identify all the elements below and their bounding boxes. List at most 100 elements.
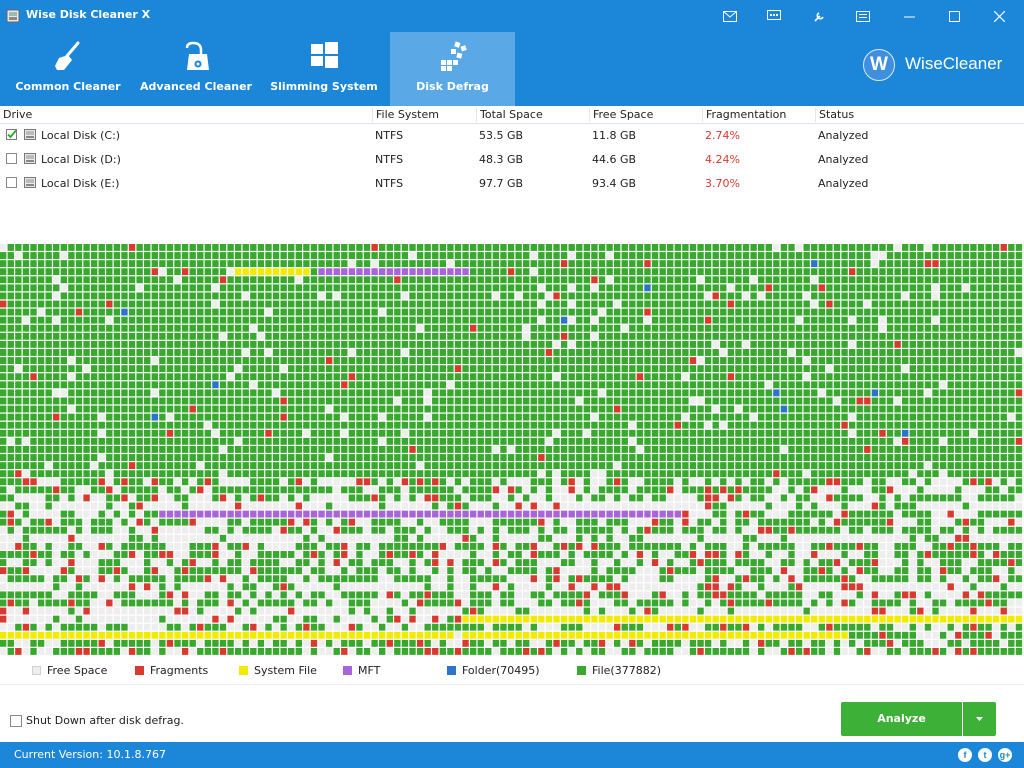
file-system-value: NTFS — [375, 129, 404, 142]
legend-swatch — [343, 666, 352, 675]
checkmark-icon — [7, 129, 17, 139]
status-bar: Current Version: 10.1.8.767 f t g+ — [0, 742, 1024, 768]
maximize-button[interactable] — [934, 0, 974, 32]
legend-label: Free Space — [47, 664, 108, 677]
drive-name: Local Disk (E:) — [41, 177, 120, 190]
title-bar: Wise Disk Cleaner X — [0, 0, 1024, 32]
legend-swatch — [32, 666, 41, 675]
fragmentation-value: 3.70% — [705, 177, 740, 190]
table-row[interactable]: Local Disk (D:) NTFS 48.3 GB 44.6 GB 4.2… — [0, 149, 1024, 171]
tab-disk-defrag[interactable]: Disk Defrag — [390, 32, 515, 106]
mail-button[interactable] — [710, 0, 750, 32]
drive-name: Local Disk (C:) — [41, 129, 121, 142]
menu-icon — [856, 10, 870, 22]
column-header-drive[interactable]: Drive — [3, 108, 33, 121]
legend-system-file: System File — [239, 664, 317, 678]
column-header-total-space[interactable]: Total Space — [476, 108, 589, 122]
header: Wise Disk Cleaner X Common Cleaner — [0, 0, 1024, 106]
legend-label: Folder(70495) — [462, 664, 540, 677]
app-icon — [6, 9, 20, 23]
version-label: Current Version: 10.1.8.767 — [14, 748, 166, 761]
fragmentation-value: 2.74% — [705, 129, 740, 142]
disk-cluster-map — [0, 244, 1024, 656]
drive-name: Local Disk (D:) — [41, 153, 121, 166]
legend-label: System File — [254, 664, 317, 677]
legend-swatch — [135, 666, 144, 675]
fragmentation-value: 4.24% — [705, 153, 740, 166]
legend-file: File(377882) — [577, 664, 661, 678]
app-title: Wise Disk Cleaner X — [26, 8, 151, 21]
legend-folder: Folder(70495) — [447, 664, 540, 678]
tab-label: Slimming System — [270, 80, 378, 93]
column-header-free-space[interactable]: Free Space — [589, 108, 702, 122]
tab-label: Common Cleaner — [15, 80, 121, 93]
shutdown-label[interactable]: Shut Down after disk defrag. — [26, 714, 184, 727]
defrag-icon — [440, 41, 467, 71]
legend-label: File(377882) — [592, 664, 661, 677]
google-plus-icon[interactable]: g+ — [998, 748, 1012, 762]
tab-common-cleaner[interactable]: Common Cleaner — [4, 32, 132, 106]
bottom-panel: Shut Down after disk defrag. Analyze — [0, 684, 1024, 743]
vacuum-icon — [185, 41, 209, 70]
disk-icon — [24, 153, 36, 164]
legend-label: MFT — [358, 664, 381, 677]
file-system-value: NTFS — [375, 153, 404, 166]
facebook-icon[interactable]: f — [958, 748, 972, 762]
shutdown-checkbox[interactable] — [10, 715, 22, 727]
windows-icon — [311, 42, 338, 68]
status-value: Analyzed — [818, 129, 869, 142]
wisecleaner-logo-icon: W — [863, 49, 895, 81]
disk-icon — [24, 177, 36, 188]
analyze-button[interactable]: Analyze — [841, 702, 962, 736]
tab-label: Advanced Cleaner — [140, 80, 252, 93]
disk-icon — [24, 129, 36, 140]
table-row[interactable]: Local Disk (C:) NTFS 53.5 GB 11.8 GB 2.7… — [0, 125, 1024, 147]
column-header-file-system[interactable]: File System — [372, 108, 476, 122]
free-space-value: 11.8 GB — [592, 129, 637, 142]
total-space-value: 97.7 GB — [479, 177, 524, 190]
legend-swatch — [239, 666, 248, 675]
total-space-value: 48.3 GB — [479, 153, 524, 166]
legend-mft: MFT — [343, 664, 380, 678]
tab-label: Disk Defrag — [416, 80, 489, 93]
twitter-icon[interactable]: t — [978, 748, 992, 762]
brand-logo: W WiseCleaner — [863, 49, 1023, 81]
table-row[interactable]: Local Disk (E:) NTFS 97.7 GB 93.4 GB 3.7… — [0, 173, 1024, 195]
free-space-value: 44.6 GB — [592, 153, 637, 166]
cluster-map-canvas — [0, 244, 1023, 655]
free-space-value: 93.4 GB — [592, 177, 637, 190]
column-header-fragmentation[interactable]: Fragmentation — [702, 108, 815, 122]
settings-icon — [813, 11, 824, 22]
status-value: Analyzed — [818, 153, 869, 166]
drive-checkbox[interactable] — [6, 129, 17, 140]
drive-checkbox[interactable] — [6, 177, 17, 188]
minimize-button[interactable] — [889, 0, 929, 32]
drive-checkbox[interactable] — [6, 153, 17, 164]
chevron-down-icon — [976, 717, 983, 721]
minimize-icon — [903, 16, 915, 17]
table-header: Drive File System Total Space Free Space… — [0, 106, 1024, 124]
feedback-button[interactable] — [754, 0, 794, 32]
legend-label: Fragments — [150, 664, 209, 677]
mail-icon — [723, 10, 737, 22]
menu-button[interactable] — [843, 0, 883, 32]
tab-advanced-cleaner[interactable]: Advanced Cleaner — [132, 32, 260, 106]
analyze-dropdown-button[interactable] — [963, 702, 996, 736]
maximize-icon — [948, 10, 960, 22]
legend-fragments: Fragments — [135, 664, 208, 678]
brand-name: WiseCleaner — [905, 54, 1003, 73]
status-value: Analyzed — [818, 177, 869, 190]
broom-icon — [55, 41, 80, 70]
legend-swatch — [577, 666, 586, 675]
close-button[interactable] — [979, 0, 1019, 32]
column-header-status[interactable]: Status — [815, 108, 1024, 122]
tab-slimming-system[interactable]: Slimming System — [260, 32, 388, 106]
legend-free-space: Free Space — [32, 664, 107, 678]
file-system-value: NTFS — [375, 177, 404, 190]
settings-button[interactable] — [799, 0, 839, 32]
legend-swatch — [447, 666, 456, 675]
drive-table: Drive File System Total Space Free Space… — [0, 106, 1024, 245]
total-space-value: 53.5 GB — [479, 129, 524, 142]
feedback-icon — [767, 10, 781, 20]
close-icon — [993, 10, 1005, 22]
